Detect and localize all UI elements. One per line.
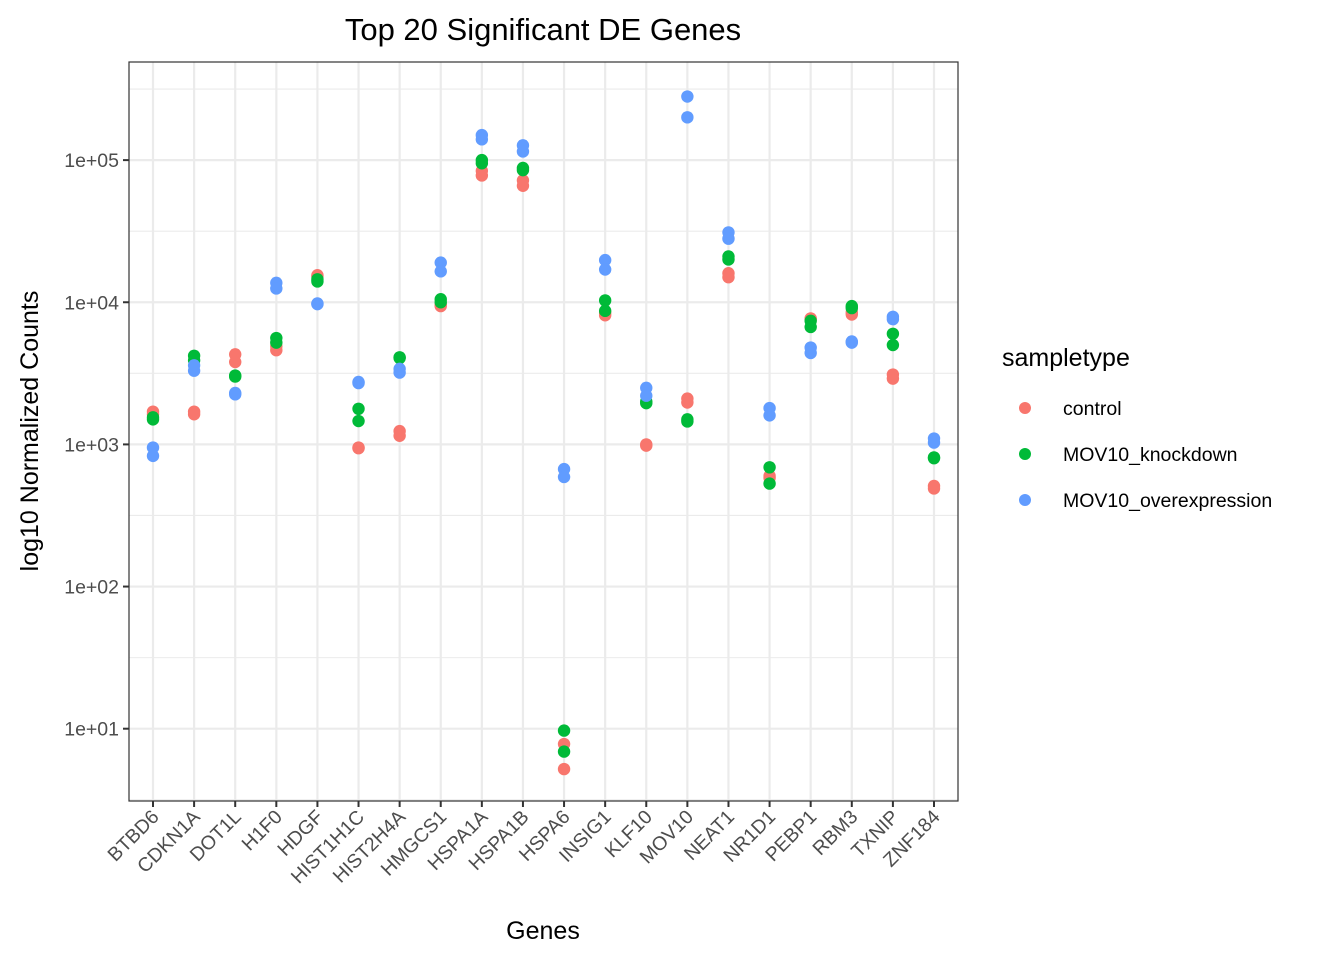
data-point-mov10-overexpression	[598, 253, 612, 267]
data-point-control	[927, 482, 941, 495]
data-point-mov10-overexpression	[270, 282, 283, 295]
data-point-mov10-overexpression	[146, 449, 160, 463]
data-point-mov10-knockdown	[804, 320, 817, 334]
data-point-mov10-overexpression	[557, 470, 571, 484]
data-point-mov10-knockdown	[927, 451, 941, 465]
data-point-control	[886, 372, 900, 385]
data-point-mov10-overexpression	[393, 366, 406, 379]
data-point-mov10-knockdown	[311, 275, 324, 288]
y-axis: 1e+01 1e+02 1e+03 1e+04 1e+05	[64, 150, 129, 741]
data-point-control	[393, 429, 406, 442]
data-point-control	[722, 271, 735, 284]
data-point-mov10-knockdown	[229, 370, 242, 383]
data-point-mov10-knockdown	[434, 296, 447, 309]
data-point-mov10-overexpression	[434, 256, 447, 269]
data-point-mov10-overexpression	[516, 145, 530, 158]
x-axis: BTBD6CDKN1ADOT1LH1F0HDGFHIST1H1CHIST2H4A…	[104, 801, 945, 888]
data-point-mov10-overexpression	[434, 265, 447, 278]
data-point-mov10-knockdown	[516, 163, 530, 177]
data-point-mov10-overexpression	[311, 297, 324, 311]
legend-key-mov10-knockdown	[1019, 448, 1031, 460]
data-point-mov10-overexpression	[598, 263, 612, 276]
data-point-mov10-overexpression	[722, 232, 735, 245]
data-point-mov10-overexpression	[845, 336, 858, 349]
grid-minor	[129, 88, 958, 801]
data-point-mov10-knockdown	[352, 402, 365, 416]
data-point-mov10-knockdown	[763, 477, 776, 490]
data-point-mov10-overexpression	[681, 111, 694, 124]
data-point-mov10-overexpression	[886, 312, 900, 326]
legend-title: sampletype	[1002, 344, 1130, 372]
plot-panel-background	[129, 62, 958, 801]
data-point-mov10-knockdown	[146, 413, 160, 426]
data-point-mov10-knockdown	[352, 414, 365, 428]
legend-key-control	[1019, 402, 1031, 414]
data-point-mov10-overexpression	[681, 90, 694, 103]
data-point-mov10-overexpression	[475, 133, 489, 146]
y-tick-label: 1e+03	[64, 434, 119, 456]
data-point-mov10-knockdown	[886, 327, 900, 340]
y-tick-label: 1e+02	[64, 577, 119, 599]
data-point-control	[352, 442, 365, 455]
data-point-control	[187, 408, 201, 421]
y-tick-label: 1e+04	[64, 292, 119, 314]
data-point-mov10-knockdown	[598, 304, 612, 318]
data-point-mov10-knockdown	[845, 301, 858, 315]
data-point-mov10-knockdown	[270, 336, 283, 349]
data-point-mov10-overexpression	[927, 436, 941, 449]
legend-key-mov10-overexpression	[1019, 494, 1031, 506]
data-point-control	[229, 355, 242, 369]
data-point-mov10-overexpression	[640, 389, 653, 402]
data-point-control	[475, 169, 489, 182]
data-point-mov10-knockdown	[557, 745, 571, 758]
y-tick-label: 1e+05	[64, 150, 119, 172]
data-point-control	[516, 179, 530, 192]
data-point-mov10-knockdown	[763, 461, 776, 474]
legend-label: MOV10_overexpression	[1063, 490, 1272, 512]
y-tick-label: 1e+01	[64, 719, 119, 741]
x-axis-title: Genes	[506, 917, 580, 945]
legend-label: control	[1063, 398, 1122, 420]
data-point-mov10-knockdown	[557, 724, 571, 737]
legend-label: MOV10_knockdown	[1063, 444, 1238, 466]
data-point-mov10-overexpression	[804, 346, 817, 360]
chart-title: Top 20 Significant DE Genes	[345, 12, 741, 47]
data-point-mov10-overexpression	[352, 376, 365, 390]
data-point-mov10-overexpression	[763, 409, 776, 422]
data-point-mov10-knockdown	[886, 338, 900, 352]
y-axis-title: log10 Normalized Counts	[16, 291, 44, 572]
data-point-control	[557, 762, 571, 776]
data-point-mov10-knockdown	[722, 253, 735, 266]
plot-panel-border	[128, 61, 959, 802]
data-points	[146, 90, 941, 776]
data-point-mov10-knockdown	[681, 415, 694, 428]
data-point-mov10-knockdown	[475, 157, 489, 170]
data-point-mov10-knockdown	[598, 294, 612, 307]
legend: sampletype control MOV10_knockdown MOV10_o…	[1002, 344, 1272, 512]
data-point-control	[681, 396, 694, 409]
data-point-control	[640, 439, 653, 452]
data-point-mov10-knockdown	[393, 351, 406, 365]
data-point-mov10-overexpression	[229, 388, 242, 401]
data-point-mov10-overexpression	[187, 364, 201, 377]
